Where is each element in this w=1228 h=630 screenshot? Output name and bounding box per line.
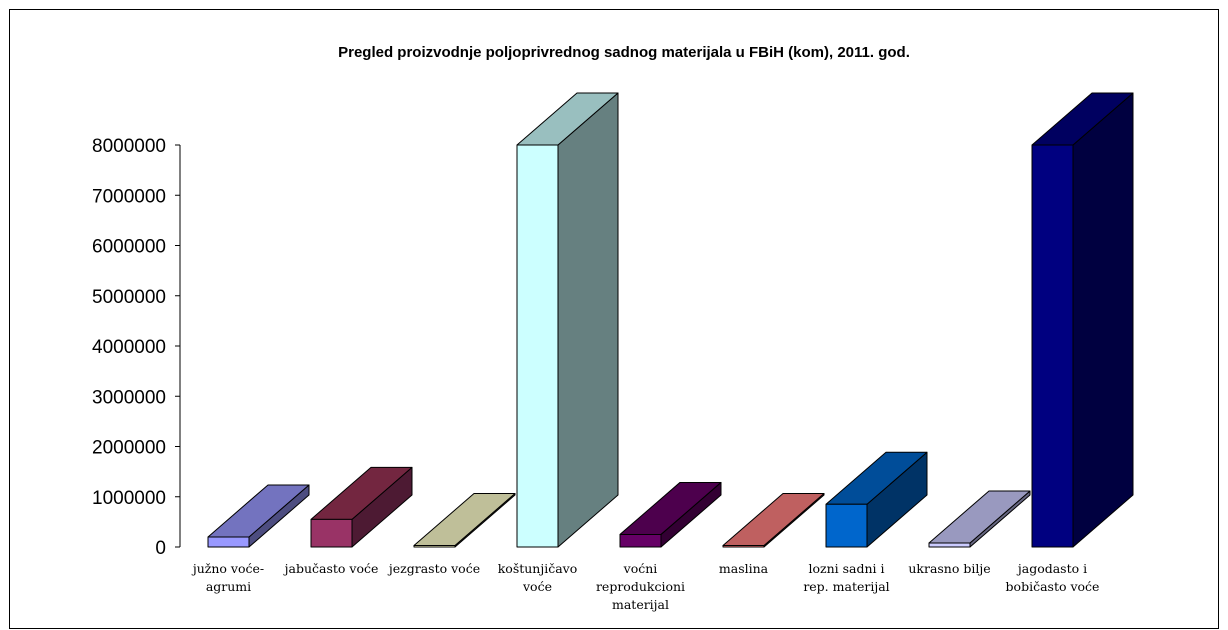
- bar: [516, 92, 619, 548]
- x-tick-label: lozni sadni i rep. materijal: [803, 561, 889, 594]
- bar: [310, 466, 413, 548]
- x-tick-label: jagodasto i bobičasto voće: [1006, 561, 1100, 594]
- bar-front: [722, 545, 765, 548]
- bar-front: [619, 533, 662, 548]
- y-tick-label: 1000000: [92, 488, 166, 509]
- x-tick-label: voćni reprodukcioni materijal: [596, 561, 685, 612]
- bar-front: [825, 503, 868, 548]
- bar-top: [928, 490, 1031, 544]
- y-axis-ticks: 0 1000000 2000000 3000000 4000000 5000000 6000…: [92, 136, 180, 559]
- y-tick-label: 4000000: [92, 337, 166, 358]
- x-tick-label: jabučasto voće: [283, 561, 379, 576]
- x-tick-label: ukrasno bilje: [908, 561, 990, 576]
- bar: [619, 481, 722, 548]
- x-tick-label: koštunjičavo voće: [498, 561, 578, 594]
- bar-front: [516, 144, 559, 548]
- x-tick-label: jezgrasto voće: [387, 561, 480, 576]
- bar-front: [413, 545, 456, 548]
- bar: [825, 451, 928, 548]
- y-tick-label: 5000000: [92, 287, 166, 308]
- y-tick-label: 8000000: [92, 136, 166, 157]
- bar-top: [207, 484, 310, 538]
- bar: [1031, 92, 1134, 548]
- chart-title: Pregled proizvodnje poljoprivrednog sadn…: [338, 44, 910, 61]
- bar-front: [310, 518, 353, 548]
- x-axis-labels: južno voće-agrumi jabučasto voće jezgrasto…: [191, 561, 1100, 612]
- bar-front: [928, 542, 971, 548]
- bar: [722, 493, 825, 548]
- y-tick-label: 3000000: [92, 387, 166, 408]
- bar: [928, 490, 1031, 548]
- bar-chart: Pregled proizvodnje poljoprivrednog sadn…: [92, 44, 1134, 612]
- bar-side: [557, 92, 619, 548]
- y-tick-label: 6000000: [92, 237, 166, 258]
- x-tick-label: južno voće-agrumi: [191, 561, 264, 594]
- y-tick-label: 7000000: [92, 186, 166, 207]
- x-tick-label: maslina: [719, 561, 769, 576]
- chart-frame: Pregled proizvodnje poljoprivrednog sadn…: [9, 9, 1219, 629]
- y-tick-label: 0: [155, 538, 166, 559]
- bar: [207, 484, 310, 548]
- bar-top: [413, 493, 516, 546]
- bar-series: [207, 92, 1134, 548]
- y-tick-label: 2000000: [92, 438, 166, 459]
- bar-side: [1072, 92, 1134, 548]
- bar: [413, 493, 516, 548]
- bar-top: [722, 493, 825, 546]
- bar-front: [207, 536, 250, 548]
- bar-front: [1031, 144, 1074, 548]
